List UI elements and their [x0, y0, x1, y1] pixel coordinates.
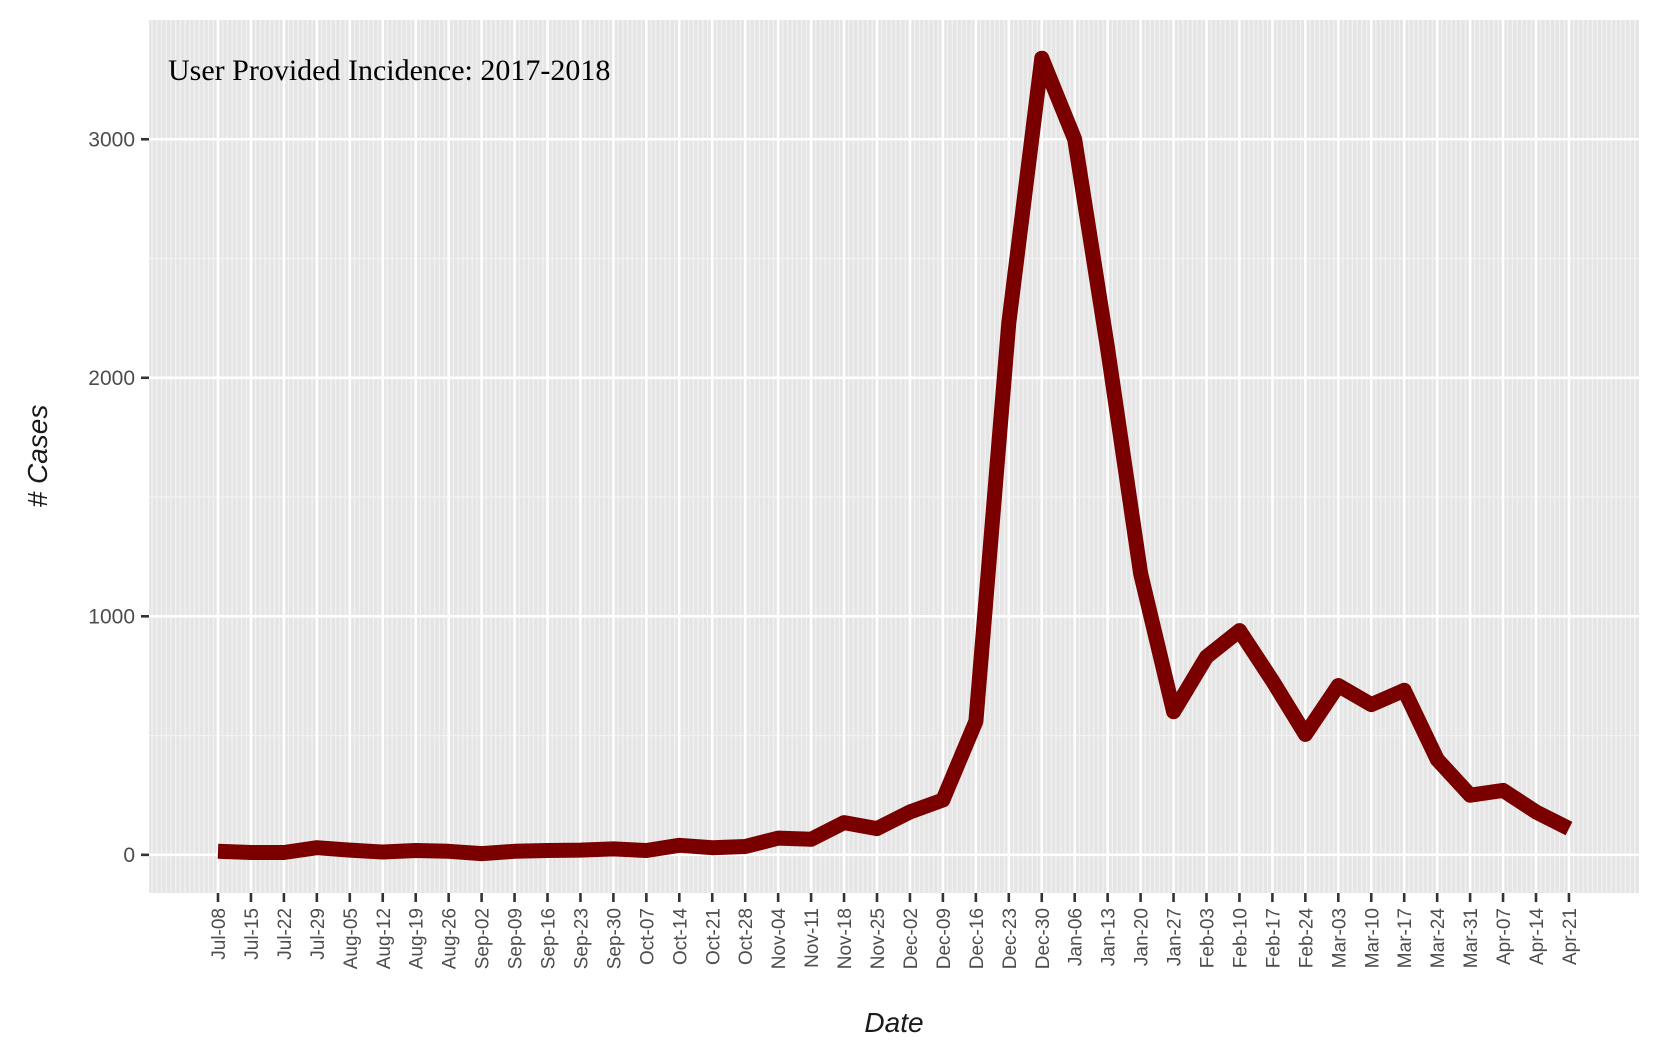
chart-annotation: User Provided Incidence: 2017-2018: [168, 54, 610, 87]
x-tick-label: Nov-04: [769, 908, 790, 970]
x-tick-label: Oct-28: [736, 908, 757, 965]
x-tick-label: Jul-22: [275, 908, 296, 960]
y-axis-title: # Cases: [22, 405, 53, 508]
incidence-line: [217, 50, 1573, 862]
x-tick-label: Apr-21: [1560, 908, 1581, 965]
x-tick-label: Aug-12: [374, 908, 395, 969]
x-tick-label: Dec-23: [1000, 908, 1021, 969]
x-tick-label: Sep-30: [604, 908, 625, 969]
x-tick-label: Jan-27: [1165, 908, 1186, 966]
x-tick-label: Oct-14: [670, 908, 691, 965]
x-tick-label: Mar-31: [1461, 908, 1482, 968]
x-tick-label: Dec-30: [1033, 908, 1054, 969]
x-tick-label: Feb-10: [1231, 908, 1252, 968]
x-tick-label: Oct-21: [703, 908, 724, 965]
x-tick-label: Nov-25: [868, 908, 889, 969]
x-tick-label: Apr-07: [1494, 908, 1515, 965]
major-gridlines: [149, 20, 1639, 893]
x-tick-label: Mar-17: [1395, 908, 1416, 968]
y-tick-label: 1000: [88, 605, 135, 628]
x-tick-label: Sep-09: [506, 908, 527, 969]
x-tick-label: Mar-03: [1329, 908, 1350, 968]
x-tick-label: Nov-11: [802, 908, 823, 968]
x-tick-label: Jan-20: [1132, 908, 1153, 966]
y-tick-label: 3000: [88, 128, 135, 151]
x-tick-label: Sep-16: [539, 908, 560, 969]
x-tick-label: Aug-19: [407, 908, 428, 969]
x-tick-label: Mar-24: [1428, 908, 1449, 969]
y-tick-label: 2000: [88, 367, 135, 390]
x-tick-label: Feb-17: [1263, 908, 1284, 968]
x-tick-label: Jul-15: [242, 908, 263, 960]
x-tick-label: Sep-23: [572, 908, 593, 969]
x-tick-label: Apr-14: [1527, 908, 1548, 965]
x-tick-label: Aug-05: [341, 908, 362, 969]
y-tick-label: 0: [123, 844, 135, 867]
x-tick-label: Jan-13: [1099, 908, 1120, 966]
x-tick-label: Sep-02: [473, 908, 494, 969]
x-tick-label: Mar-10: [1362, 908, 1383, 968]
x-tick-label: Aug-26: [440, 908, 461, 969]
x-tick-label: Oct-07: [637, 908, 658, 965]
x-tick-label: Jul-08: [209, 908, 230, 960]
x-tick-label: Dec-16: [967, 908, 988, 969]
x-tick-label: Dec-02: [901, 908, 922, 969]
x-tick-label: Nov-18: [835, 908, 856, 969]
plot-panel: [149, 20, 1639, 893]
x-tick-label: Dec-09: [934, 908, 955, 969]
x-axis-title: Date: [864, 1007, 923, 1038]
x-tick-label: Jan-06: [1066, 908, 1087, 966]
y-axis: 0 1000 2000 3000: [88, 128, 149, 867]
x-tick-label: Jul-29: [308, 908, 329, 960]
x-tick-label: Feb-03: [1198, 908, 1219, 968]
x-axis: Jul-08 Jul-15 Jul-22 Jul-29 Aug-05 Aug-12 Aug-…: [209, 893, 1581, 969]
x-tick-label: Feb-24: [1296, 908, 1317, 969]
